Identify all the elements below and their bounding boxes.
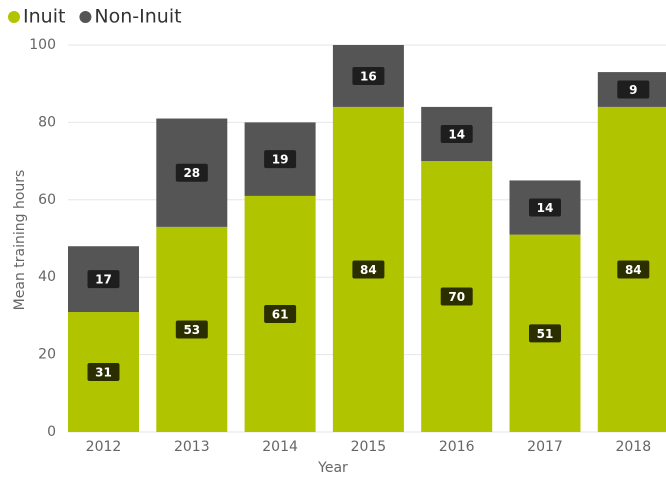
data-label-box — [440, 125, 473, 144]
legend-marker — [8, 11, 20, 23]
data-label: 17 — [95, 273, 112, 287]
data-label: 28 — [183, 166, 200, 180]
data-label-box — [617, 80, 650, 99]
data-label: 14 — [448, 128, 465, 142]
y-axis-label: Mean training hours — [12, 170, 28, 311]
y-tick-label: 0 — [47, 424, 56, 440]
legend-label: Non-Inuit — [94, 6, 181, 28]
x-tick-label: 2018 — [615, 439, 651, 455]
data-label: 9 — [629, 83, 637, 97]
data-label-box — [440, 287, 473, 306]
data-label: 84 — [625, 263, 642, 277]
y-tick-label: 20 — [38, 347, 56, 363]
data-label: 84 — [360, 263, 377, 277]
data-label-box — [175, 320, 208, 339]
x-tick-label: 2012 — [86, 439, 122, 455]
x-tick-label: 2017 — [527, 439, 563, 455]
data-label: 16 — [360, 69, 377, 83]
y-tick-label: 80 — [38, 114, 56, 130]
y-tick-label: 60 — [38, 192, 56, 208]
x-tick-label: 2014 — [262, 439, 298, 455]
data-label-box — [352, 260, 385, 279]
y-tick-label: 40 — [38, 269, 56, 285]
data-label-box — [617, 260, 650, 279]
legend-marker — [79, 11, 92, 23]
legend-label: Inuit — [23, 6, 65, 28]
y-tick-label: 100 — [29, 37, 56, 53]
data-label-box — [529, 324, 561, 343]
data-label-box — [175, 163, 208, 182]
x-tick-label: 2013 — [174, 439, 210, 455]
data-label: 61 — [272, 307, 289, 321]
data-label-box — [87, 363, 120, 382]
x-axis-label: Year — [317, 460, 348, 476]
data-label: 31 — [95, 366, 112, 380]
data-label-box — [264, 304, 297, 323]
data-label: 14 — [537, 201, 554, 215]
data-label: 53 — [183, 323, 200, 337]
data-label: 51 — [537, 327, 554, 341]
x-tick-label: 2015 — [351, 439, 387, 455]
data-label-box — [264, 150, 297, 169]
data-label-box — [352, 66, 385, 85]
data-label: 19 — [272, 153, 289, 167]
data-label: 70 — [448, 290, 465, 304]
x-tick-label: 2016 — [439, 439, 475, 455]
data-label-box — [529, 198, 561, 217]
data-label-box — [87, 270, 120, 289]
